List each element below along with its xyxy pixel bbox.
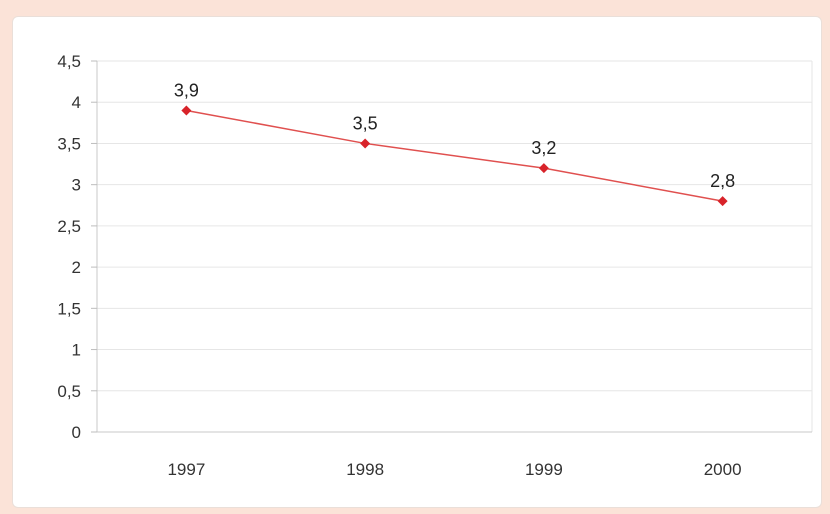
data-labels: 3,9 3,5 3,2 2,8	[174, 80, 735, 191]
y-tick-label: 4,5	[57, 52, 81, 71]
series-line	[181, 105, 728, 207]
series-line	[186, 109, 723, 202]
y-tick-label: 0,5	[57, 382, 81, 401]
y-tick-label: 0	[72, 423, 81, 442]
y-tick-label: 1,5	[57, 299, 81, 318]
y-tick-label: 3,5	[57, 134, 81, 153]
y-tick-label: 1	[72, 341, 81, 360]
x-tick-label: 1997	[167, 460, 205, 479]
data-label: 2,8	[710, 171, 735, 191]
chart-panel	[12, 16, 822, 508]
data-point-marker	[360, 138, 371, 149]
data-label: 3,9	[174, 80, 199, 100]
axes	[96, 61, 812, 433]
data-label: 3,5	[353, 113, 378, 133]
data-point-marker	[538, 163, 549, 174]
data-point-marker	[181, 105, 192, 116]
y-tick-label: 2,5	[57, 217, 81, 236]
x-tick-label: 1998	[346, 460, 384, 479]
x-tick-label: 2000	[704, 460, 742, 479]
x-tick-label: 1999	[525, 460, 563, 479]
data-label: 3,2	[531, 138, 556, 158]
y-tick-label: 4	[72, 93, 81, 112]
y-tick-label: 3	[72, 176, 81, 195]
gridlines	[97, 60, 813, 432]
x-axis-ticks: 1997 1998 1999 2000	[167, 460, 741, 479]
y-tick-label: 2	[72, 258, 81, 277]
data-point-marker	[717, 196, 728, 207]
y-axis-ticks: 0 0,5 1 1,5 2 2,5 3 3,5 4 4,5	[57, 52, 97, 442]
